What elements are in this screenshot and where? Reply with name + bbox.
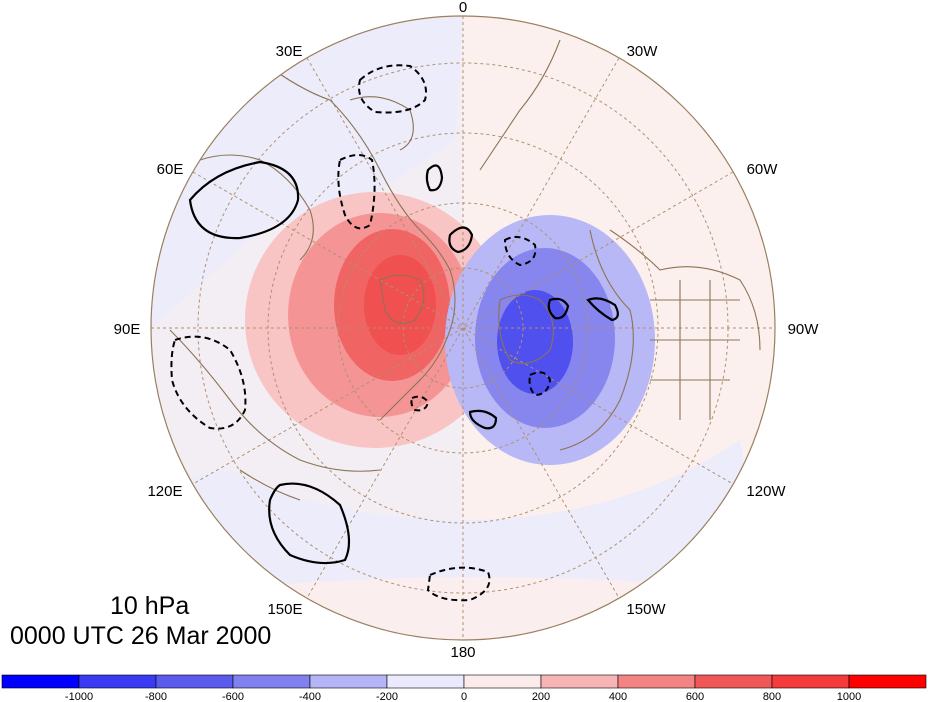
colorbar-tick-label: -400 bbox=[299, 691, 321, 702]
dashed-contours bbox=[170, 64, 552, 602]
colorbar-tick-label: 200 bbox=[532, 691, 550, 702]
colorbar-tick-label: 1000 bbox=[837, 691, 861, 702]
colorbar-swatch bbox=[309, 674, 388, 689]
graticule bbox=[151, 16, 775, 640]
positive-anomaly-800 bbox=[364, 255, 436, 355]
colorbar-swatch bbox=[1, 674, 80, 689]
lon-label-60e: 60E bbox=[157, 161, 184, 178]
colorbar-swatch bbox=[540, 674, 619, 689]
colorbar-tick-label: -200 bbox=[376, 691, 398, 702]
colorbar-tick-label: 0 bbox=[461, 691, 467, 702]
longitude-labels: 0 30W 60W 90W 120W 150W 180 150E 120E 90… bbox=[114, 0, 820, 661]
lon-label-120w: 120W bbox=[746, 483, 786, 500]
lon-label-0: 0 bbox=[459, 0, 467, 16]
colorbar-tick-label: -800 bbox=[145, 691, 167, 702]
lon-label-180: 180 bbox=[450, 644, 475, 661]
coastlines bbox=[169, 39, 761, 501]
lon-label-30w: 30W bbox=[627, 43, 659, 60]
solid-contours bbox=[188, 160, 619, 565]
colorbar-tick-label: -600 bbox=[222, 691, 244, 702]
negative-anomaly-600 bbox=[497, 290, 573, 394]
colorbar-swatch bbox=[463, 674, 542, 689]
colorbar-swatch bbox=[78, 674, 157, 689]
lon-label-30e: 30E bbox=[276, 43, 303, 60]
lon-label-60w: 60W bbox=[747, 161, 779, 178]
colorbar-swatch bbox=[771, 674, 850, 689]
colorbar-tick-label: 800 bbox=[763, 691, 781, 702]
colorbar: -1000 -800 -600 -400 -200 0 200 400 600 800 1000 bbox=[1, 674, 927, 702]
colorbar-swatch bbox=[617, 674, 696, 689]
lon-label-90w: 90W bbox=[788, 321, 820, 338]
map-boundary bbox=[150, 15, 776, 641]
pressure-level-label: 10 hPa bbox=[110, 592, 190, 620]
timestamp-label: 0000 UTC 26 Mar 2000 bbox=[10, 622, 272, 650]
colorbar-tick-label: 600 bbox=[686, 691, 704, 702]
lon-label-150w: 150W bbox=[626, 601, 666, 618]
colorbar-tick-label: 400 bbox=[609, 691, 627, 702]
lon-label-120e: 120E bbox=[147, 483, 182, 500]
colorbar-swatch bbox=[386, 674, 465, 689]
colorbar-swatch bbox=[232, 674, 311, 689]
lon-label-90e: 90E bbox=[114, 321, 141, 338]
colorbar-tick-label: -1000 bbox=[65, 691, 93, 702]
lon-label-150e: 150E bbox=[267, 601, 302, 618]
colorbar-swatch bbox=[848, 674, 927, 689]
colorbar-swatch bbox=[694, 674, 773, 689]
colorbar-swatch bbox=[155, 674, 234, 689]
